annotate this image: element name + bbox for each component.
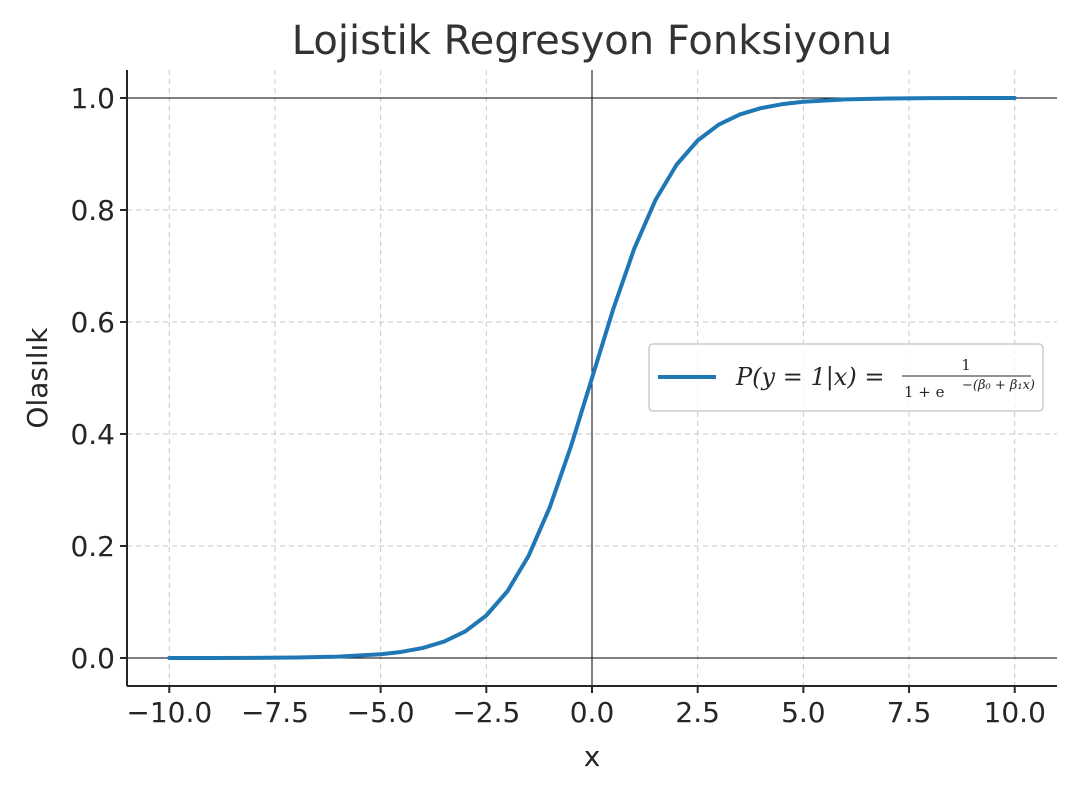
x-tick-label: 7.5: [887, 696, 932, 729]
x-tick-label: −5.0: [347, 696, 415, 729]
series-line: [167, 96, 1017, 660]
x-tick-label: −10.0: [126, 696, 212, 729]
y-tick-label: 0.0: [70, 642, 115, 675]
y-tick-label: 0.8: [70, 194, 115, 227]
y-tick-label: 0.4: [70, 418, 115, 451]
y-tick-label: 0.2: [70, 530, 115, 563]
x-ticks: −10.0 −7.5 −5.0 −2.5 0.0 2.5 5.0 7.5 10.0: [126, 686, 1046, 729]
chart-title: Lojistik Regresyon Fonksiyonu: [292, 18, 892, 64]
legend-denominator: 1 + e: [904, 383, 945, 401]
y-tick-label: 0.6: [70, 306, 115, 339]
legend-denominator-exponent: −(β₀ + β₁x): [962, 378, 1035, 393]
x-tick-label: 10.0: [984, 696, 1046, 729]
series-layer: [167, 96, 1017, 660]
y-ticks: 0.0 0.2 0.4 0.6 0.8 1.0: [70, 82, 127, 675]
legend-box: [648, 343, 1044, 412]
x-tick-label: −2.5: [452, 696, 520, 729]
legend: P(y = 1|x) = 1 1 + e −(β₀ + β₁x): [648, 343, 1044, 412]
x-tick-label: −7.5: [241, 696, 309, 729]
x-tick-label: 2.5: [675, 696, 720, 729]
legend-numerator: 1: [961, 356, 971, 374]
x-tick-label: 0.0: [570, 696, 615, 729]
y-axis-label: Olasılık: [21, 327, 54, 429]
y-tick-label: 1.0: [70, 82, 115, 115]
x-axis-label: x: [584, 740, 601, 773]
legend-lhs: P(y = 1|x) =: [735, 363, 884, 392]
x-tick-label: 5.0: [781, 696, 826, 729]
